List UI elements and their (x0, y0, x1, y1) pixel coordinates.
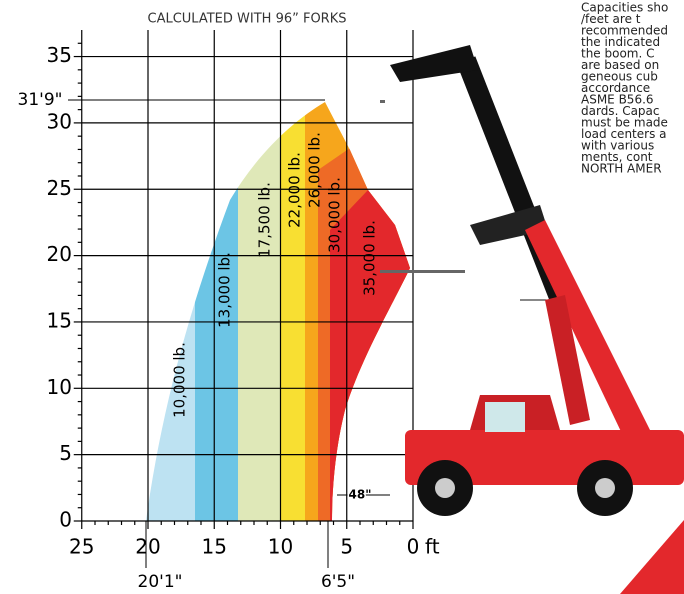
zone-label: 10,000 lb. (171, 342, 189, 418)
x-tick-label: 0 (407, 535, 420, 559)
x-tick-label: 20 (135, 535, 160, 559)
capacity-zones (130, 90, 425, 530)
max-height: 31'9" (18, 90, 63, 110)
x-tick-label: 5 (340, 535, 353, 559)
y-tick-label: 15 (47, 308, 72, 332)
fork-length: 48" (349, 488, 372, 502)
zone-label: 30,000 lb. (326, 177, 344, 253)
x-tick-label: 25 (69, 535, 94, 559)
y-tick-label: 10 (47, 375, 72, 399)
zone-label: 22,000 lb. (286, 152, 304, 228)
y-tick-label: 25 (47, 176, 72, 200)
chart-title: CALCULATED WITH 96” FORKS (148, 12, 347, 27)
x-tick-label: 15 (202, 535, 227, 559)
y-tick-label: 20 (47, 242, 72, 266)
zone-label: 26,000 lb. (306, 132, 324, 208)
y-tick-label: 5 (59, 441, 72, 465)
y-tick-label: 0 (59, 508, 72, 532)
description: Capacities sho/feet are trecommendedthe … (581, 1, 668, 176)
x-unit: ft (425, 535, 440, 559)
max-reach: 20'1" (138, 572, 183, 592)
load-chart: CALCULATED WITH 96” FORKS Capacities sho… (0, 0, 684, 594)
zone-label: 35,000 lb. (361, 220, 379, 296)
zone-label: 17,500 lb. (256, 182, 274, 258)
reach-at-max-height: 6'5" (321, 572, 355, 592)
zone-label: 13,000 lb. (216, 252, 234, 328)
x-tick-label: 10 (268, 535, 293, 559)
y-tick-label: 35 (47, 43, 72, 67)
y-tick-label: 30 (47, 109, 72, 133)
description-line: NORTH AMER (581, 162, 662, 176)
